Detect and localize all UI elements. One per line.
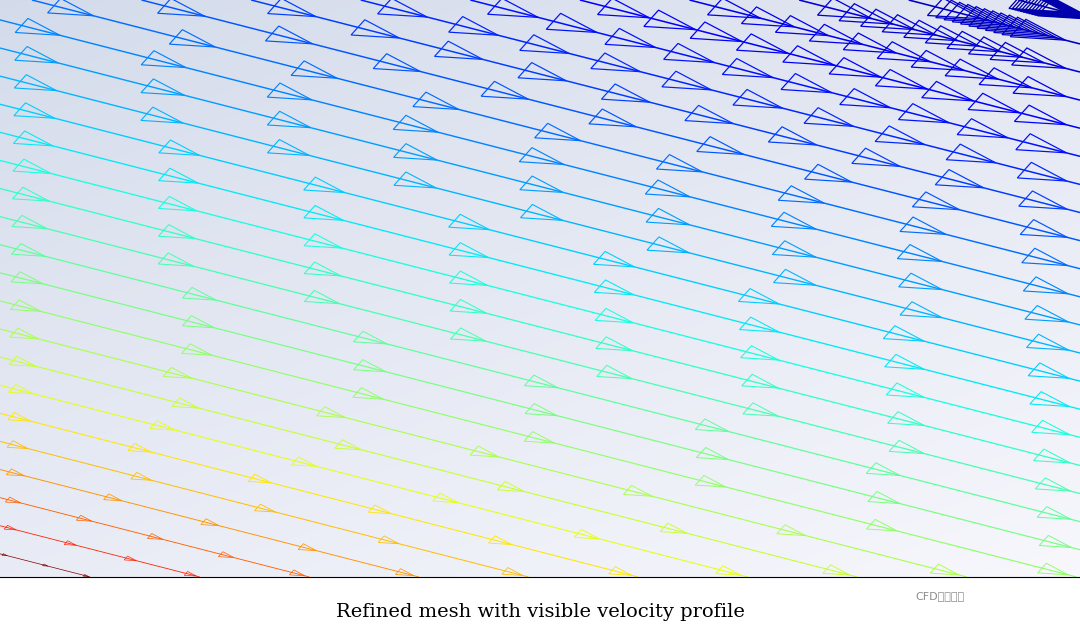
Text: Refined mesh with visible velocity profile: Refined mesh with visible velocity profi…: [336, 603, 744, 621]
Text: CFD读书笔记: CFD读书笔记: [915, 591, 964, 601]
